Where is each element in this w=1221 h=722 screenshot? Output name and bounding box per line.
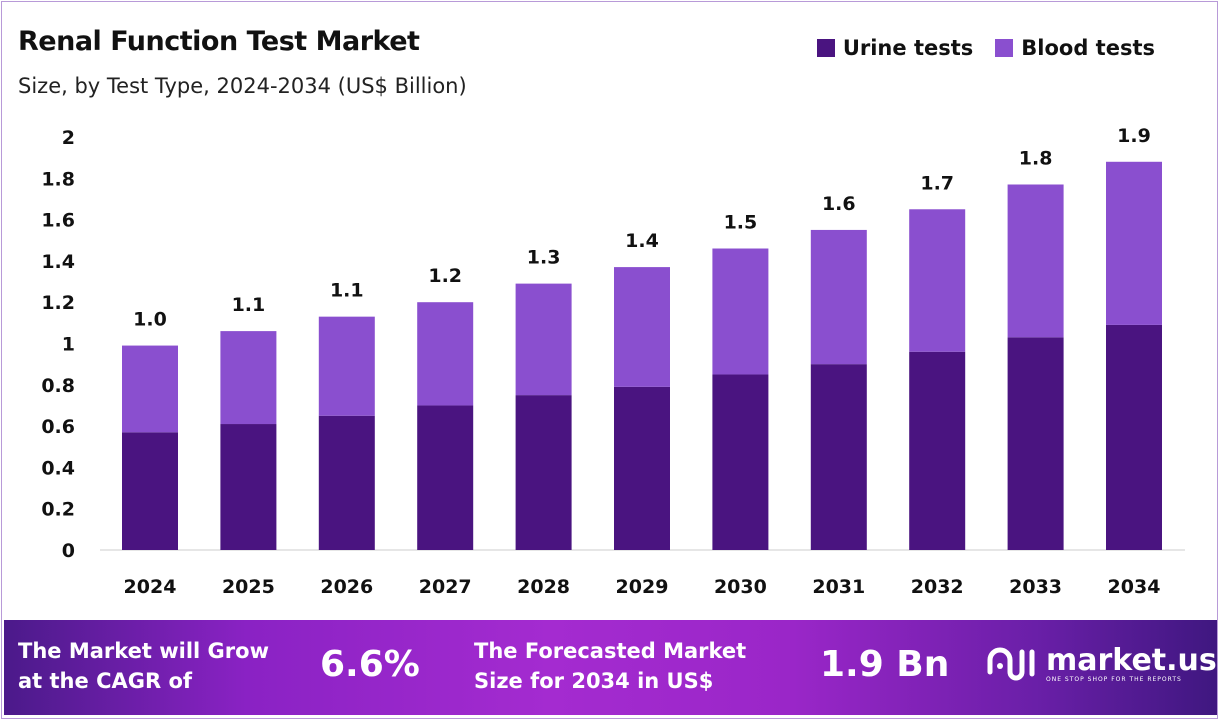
- logo-name: market.us: [1046, 642, 1217, 678]
- legend-label-urine: Urine tests: [842, 36, 974, 60]
- x-tick-label: 2026: [320, 576, 373, 598]
- legend: Urine tests Blood tests: [816, 36, 1155, 60]
- x-tick-label: 2031: [812, 576, 865, 598]
- bar-blood-2024: [122, 345, 178, 433]
- bar-urine-2031: [810, 364, 867, 550]
- footer-banner: The Market will Grow at the CAGR of 6.6%…: [4, 620, 1217, 715]
- x-tick-label: 2032: [911, 576, 964, 598]
- y-tick-label: 0.2: [41, 499, 75, 521]
- cagr-label: The Market will Grow at the CAGR of: [18, 636, 269, 696]
- y-tick-label: 0.6: [41, 416, 75, 438]
- y-tick-label: 1.4: [41, 251, 75, 273]
- x-tick-label: 2024: [124, 576, 177, 598]
- total-label: 1.2: [428, 265, 462, 287]
- marketus-logo-icon: [987, 647, 1035, 681]
- legend-swatch-urine: [816, 39, 835, 57]
- bar-blood-2026: [318, 316, 375, 416]
- y-tick-label: 1.8: [41, 168, 75, 190]
- bar-urine-2030: [712, 374, 769, 550]
- total-label: 1.7: [920, 172, 954, 194]
- bar-chart: 0 0.2 0.4 0.6 0.8 1 1.2 1.4 1.6 1.8 2 1.0 2024 1.1 202…: [41, 125, 1185, 598]
- bar-blood-2032: [909, 209, 966, 352]
- bar-urine-2026: [318, 415, 375, 550]
- total-label: 1.5: [724, 212, 758, 234]
- bar-urine-2029: [614, 386, 670, 550]
- y-tick-label: 2: [62, 127, 75, 149]
- legend-item-blood: Blood tests: [995, 36, 1155, 60]
- bar-blood-2028: [515, 283, 572, 396]
- y-tick-label: 0.4: [41, 457, 75, 479]
- forecast-value: 1.9 Bn: [820, 644, 950, 685]
- bar-urine-2027: [417, 405, 474, 550]
- total-label: 1.1: [232, 294, 266, 316]
- cagr-label-line1: The Market will Grow: [18, 639, 269, 663]
- x-tick-label: 2025: [222, 576, 275, 598]
- bar-blood-2027: [417, 302, 474, 406]
- x-tick-label: 2033: [1009, 576, 1062, 598]
- legend-item-urine: Urine tests: [816, 36, 974, 60]
- forecast-label-line2: Size for 2034 in US$: [474, 669, 714, 693]
- y-tick-label: 0: [62, 540, 75, 562]
- bar-blood-2030: [712, 248, 769, 375]
- chart-title: Renal Function Test Market: [18, 26, 420, 57]
- bar-urine-2028: [515, 395, 572, 550]
- y-tick-label: 0.8: [41, 375, 75, 397]
- bar-urine-2033: [1007, 337, 1064, 550]
- legend-swatch-blood: [995, 39, 1014, 57]
- x-tick-label: 2028: [517, 576, 570, 598]
- bar-blood-2025: [220, 331, 277, 425]
- cagr-value: 6.6%: [320, 644, 420, 685]
- x-tick-label: 2034: [1108, 576, 1161, 598]
- x-tick-label: 2030: [714, 576, 767, 598]
- bar-blood-2031: [810, 229, 867, 365]
- bar-urine-2024: [122, 432, 178, 550]
- logo-tagline: ONE STOP SHOP FOR THE REPORTS: [1046, 675, 1182, 683]
- total-label: 1.8: [1019, 147, 1053, 169]
- y-tick-label: 1: [62, 334, 75, 356]
- bar-urine-2032: [909, 351, 966, 550]
- total-label: 1.3: [527, 247, 561, 269]
- x-tick-label: 2027: [419, 576, 472, 598]
- total-label: 1.0: [133, 309, 167, 331]
- legend-label-blood: Blood tests: [1021, 36, 1155, 60]
- bar-blood-2033: [1007, 184, 1064, 338]
- forecast-label: The Forecasted Market Size for 2034 in U…: [474, 636, 746, 696]
- forecast-label-line1: The Forecasted Market: [474, 639, 747, 663]
- total-label: 1.6: [822, 193, 856, 215]
- y-tick-label: 1.6: [41, 210, 75, 232]
- total-label: 1.9: [1117, 125, 1151, 147]
- bar-urine-2034: [1106, 324, 1162, 550]
- cagr-label-line2: at the CAGR of: [18, 669, 193, 693]
- x-tick-label: 2029: [616, 576, 669, 598]
- bar-blood-2029: [614, 267, 670, 387]
- y-tick-label: 1.2: [41, 292, 75, 314]
- bar-urine-2025: [220, 424, 277, 550]
- total-label: 1.1: [330, 280, 364, 302]
- chart-subtitle: Size, by Test Type, 2024-2034 (US$ Billi…: [18, 74, 467, 98]
- marketus-logo: market.us ONE STOP SHOP FOR THE REPORTS: [986, 642, 1217, 686]
- bar-blood-2034: [1106, 161, 1162, 325]
- total-label: 1.4: [625, 230, 659, 252]
